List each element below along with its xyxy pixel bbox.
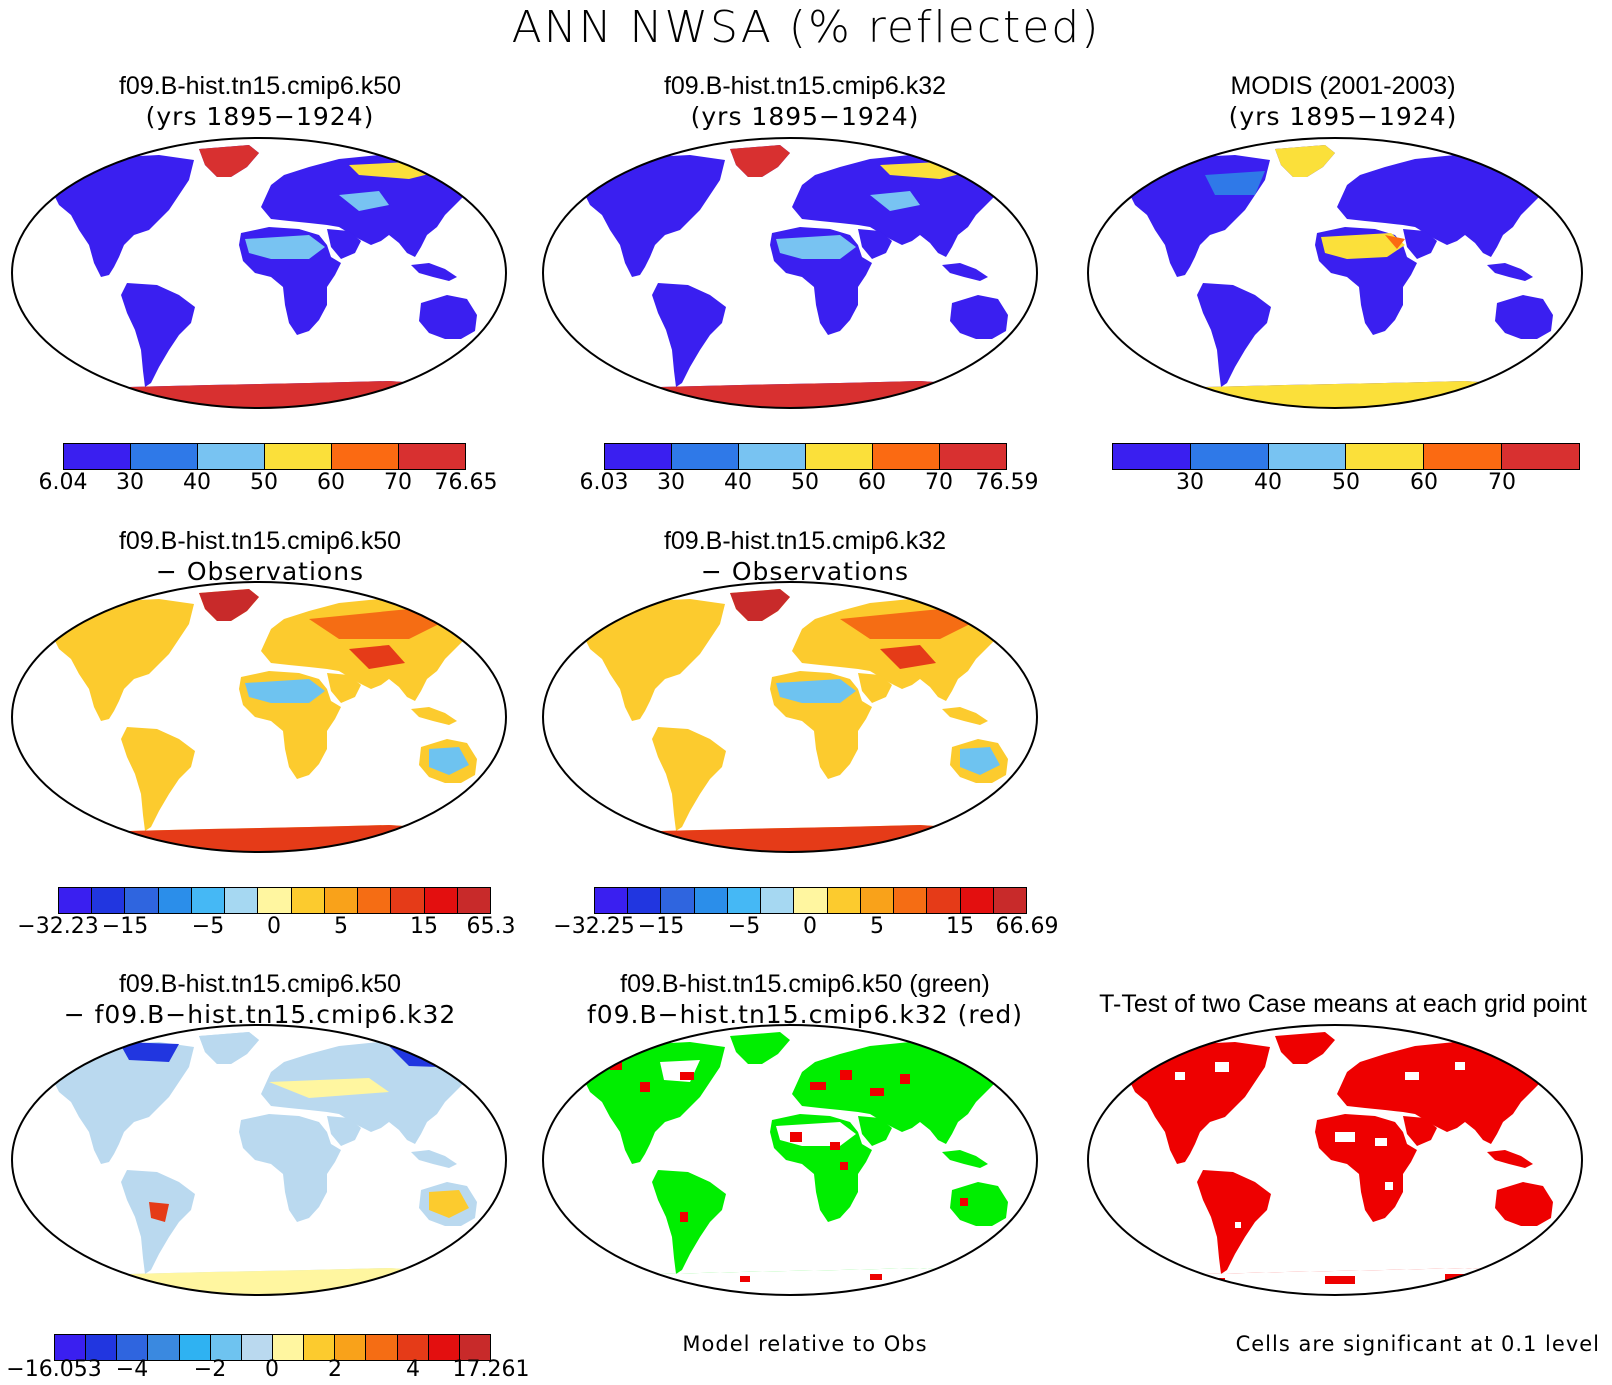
colorbar — [604, 443, 1007, 470]
map-panel — [11, 137, 507, 409]
tick-label: 17.261 — [452, 1357, 530, 1382]
tick-label: 0 — [803, 914, 817, 939]
panel-subtitle: (yrs 1895−1924) — [145, 102, 375, 131]
tick-label: 30 — [116, 470, 144, 495]
tick-label: −5 — [191, 914, 225, 939]
tick-label: −32.25 — [553, 914, 635, 939]
tick-label: 65.3 — [466, 914, 516, 939]
colorbar-labels: −32.25 −15 −5 0 5 15 66.69 — [553, 914, 1058, 944]
map-panel — [11, 581, 507, 853]
tick-label: 0 — [267, 914, 281, 939]
tick-label: 6.03 — [579, 470, 629, 495]
tick-label: 0 — [265, 1357, 279, 1382]
tick-label: 60 — [317, 470, 345, 495]
tick-label: −16.053 — [6, 1357, 102, 1382]
colorbar-labels: −16.053 −4 −2 0 2 4 17.261 — [6, 1357, 529, 1385]
tick-label: −4 — [115, 1357, 149, 1382]
tick-label: −5 — [727, 914, 761, 939]
map-panel — [11, 1024, 507, 1296]
colorbar-labels: 6.03 30 40 50 60 70 76.59 — [580, 470, 1039, 500]
panel-title: f09.B-hist.tn15.cmip6.k50 — [118, 970, 402, 998]
tick-label: 70 — [925, 470, 953, 495]
map-panel — [542, 1024, 1038, 1296]
colorbar-labels: 30 40 50 60 70 — [1112, 470, 1580, 500]
tick-label: 60 — [858, 470, 886, 495]
colorbar — [54, 1334, 491, 1361]
panel-title: MODIS (2001-2003) — [1230, 72, 1456, 100]
panel-subtitle: − Observations — [700, 557, 910, 586]
tick-label: 15 — [946, 914, 974, 939]
tick-label: 6.04 — [38, 470, 88, 495]
tick-label: 76.59 — [975, 470, 1039, 495]
map-panel — [1087, 137, 1583, 409]
tick-label: 15 — [410, 914, 438, 939]
tick-label: 76.65 — [434, 470, 498, 495]
tick-label: 66.69 — [995, 914, 1059, 939]
tick-label: 40 — [1254, 470, 1282, 495]
significance-note: Cells are significant at 0.1 level — [1235, 1332, 1600, 1356]
tick-label: 50 — [250, 470, 278, 495]
panel-title: f09.B-hist.tn15.cmip6.k32 — [663, 527, 947, 555]
colorbar — [594, 887, 1027, 914]
panel-title: f09.B-hist.tn15.cmip6.k32 — [663, 72, 947, 100]
panel-subtitle: (yrs 1895−1924) — [1228, 102, 1458, 131]
panel-subtitle: (yrs 1895−1924) — [690, 102, 920, 131]
tick-label: 30 — [1176, 470, 1204, 495]
figure-title: ANN NWSA (% reflected) — [511, 2, 1101, 53]
map-panel — [542, 137, 1038, 409]
colorbar-labels: 6.04 30 40 50 60 70 76.65 — [39, 470, 498, 500]
model-relative-note: Model relative to Obs — [682, 1332, 928, 1356]
panel-title: f09.B-hist.tn15.cmip6.k50 — [118, 527, 402, 555]
tick-label: −32.23 — [17, 914, 99, 939]
colorbar — [58, 887, 491, 914]
map-panel — [542, 581, 1038, 853]
tick-label: 30 — [657, 470, 685, 495]
map-panel — [1087, 1024, 1583, 1296]
colorbar-labels: −32.23 −15 −5 0 5 15 65.3 — [17, 914, 515, 944]
tick-label: 40 — [183, 470, 211, 495]
tick-label: −15 — [101, 914, 149, 939]
tick-label: −15 — [637, 914, 685, 939]
tick-label: 2 — [328, 1357, 342, 1382]
panel-subtitle: f09.B−hist.tn15.cmip6.k32 (red) — [586, 1000, 1024, 1029]
tick-label: 50 — [1332, 470, 1360, 495]
tick-label: 40 — [724, 470, 752, 495]
panel-title: f09.B-hist.tn15.cmip6.k50 (green) — [620, 970, 990, 998]
tick-label: 50 — [791, 470, 819, 495]
tick-label: 70 — [1488, 470, 1516, 495]
panel-title: T-Test of two Case means at each grid po… — [1099, 990, 1587, 1018]
colorbar — [1112, 443, 1580, 470]
tick-label: −2 — [193, 1357, 227, 1382]
tick-label: 4 — [406, 1357, 420, 1382]
tick-label: 5 — [334, 914, 348, 939]
panel-title: f09.B-hist.tn15.cmip6.k50 — [118, 72, 402, 100]
tick-label: 70 — [384, 470, 412, 495]
colorbar — [63, 443, 466, 470]
tick-label: 5 — [870, 914, 884, 939]
tick-label: 60 — [1410, 470, 1438, 495]
